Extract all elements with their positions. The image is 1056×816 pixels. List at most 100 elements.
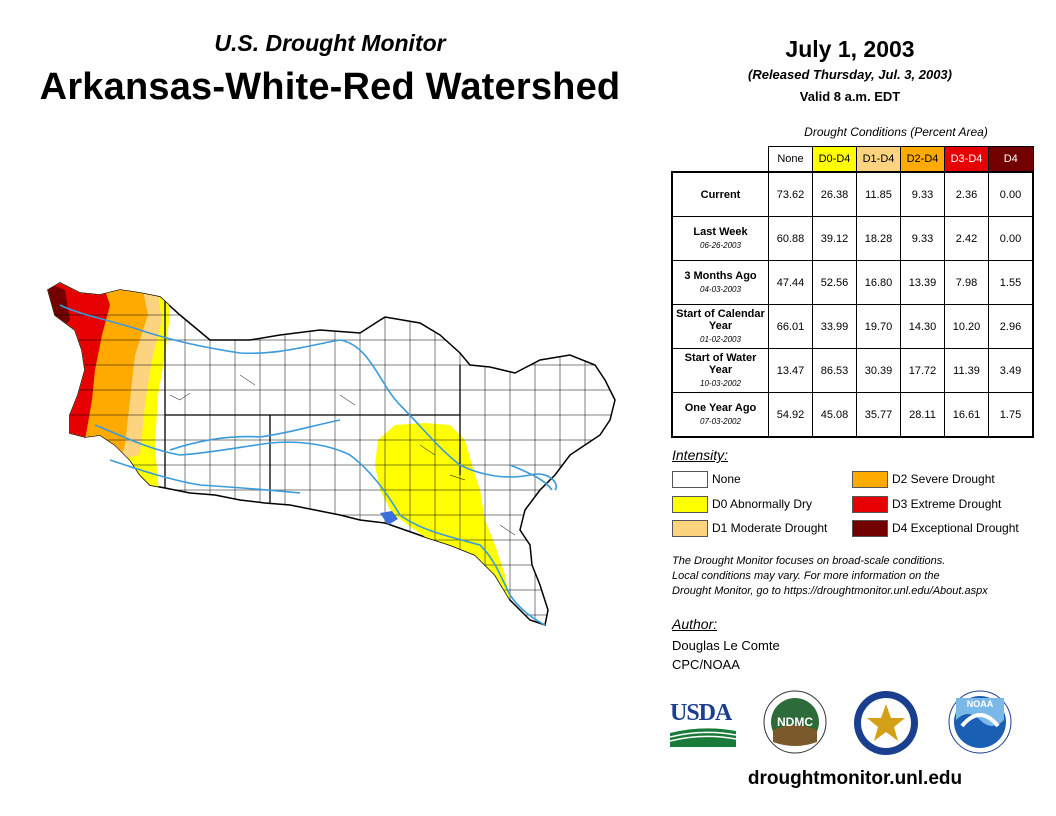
table-cell: 13.47: [768, 348, 813, 393]
table-cell: 26.38: [812, 171, 857, 217]
table-cell: 18.28: [856, 216, 901, 261]
noaa-logo: NOAA: [948, 690, 1012, 754]
table-cell: 0.00: [988, 171, 1034, 217]
legend-swatch-d1: [672, 520, 708, 537]
legend-swatch-d4: [852, 520, 888, 537]
map-date: July 1, 2003: [785, 36, 915, 62]
table-cell: 9.33: [900, 216, 945, 261]
row-label: Current: [700, 188, 741, 201]
watershed-map: [47, 282, 616, 626]
row-date: 06-26-2003: [700, 240, 741, 250]
intensity-label: Intensity:: [672, 447, 729, 463]
row-date: 07-03-2002: [700, 416, 741, 426]
table-cell: 16.61: [944, 392, 989, 438]
table-cell: 45.08: [812, 392, 857, 438]
col-header-none: None: [768, 146, 813, 173]
table-cell: 16.80: [856, 260, 901, 305]
table-cell: 33.99: [812, 304, 857, 349]
usda-swoosh-icon: [669, 728, 737, 747]
author-org: CPC/NOAA: [672, 657, 740, 672]
table-cell: 13.39: [900, 260, 945, 305]
arkansas-river: [59, 304, 557, 491]
table-row: Current 73.62 26.38 11.85 9.33 2.36 0.00: [671, 171, 1034, 217]
row-label: Last Week: [693, 225, 748, 238]
note-line: The Drought Monitor focuses on broad-sca…: [672, 555, 946, 567]
ndmc-logo-text: NDMC: [777, 715, 813, 729]
lake: [380, 511, 398, 525]
col-header-d3-d4: D3-D4: [944, 146, 989, 173]
table-cell: 10.20: [944, 304, 989, 349]
usda-logo: USDA: [669, 700, 738, 750]
table-cell: 7.98: [944, 260, 989, 305]
noaa-logo-text: NOAA: [966, 699, 994, 709]
table-cell: 11.85: [856, 171, 901, 217]
table-cell: 39.12: [812, 216, 857, 261]
author-name: Douglas Le Comte: [672, 638, 780, 653]
cimarron-river: [169, 419, 341, 451]
release-date: (Released Thursday, Jul. 3, 2003): [748, 67, 952, 82]
table-cell: 52.56: [812, 260, 857, 305]
legend-swatch-none: [672, 471, 708, 488]
note-line: Local conditions may vary. For more info…: [672, 570, 940, 582]
legend-label-d2: D2 Severe Drought: [892, 472, 995, 486]
table-cell: 9.33: [900, 171, 945, 217]
table-cell: 2.36: [944, 171, 989, 217]
table-cell: 11.39: [944, 348, 989, 393]
row-label: Start of Water Year: [684, 351, 757, 376]
row-date: 10-03-2002: [700, 378, 741, 388]
table-cell: 3.49: [988, 348, 1034, 393]
table-row: Start of Calendar Year 01-02-2003 66.01 3…: [671, 304, 1034, 349]
row-label: 3 Months Ago: [684, 269, 757, 282]
col-header-d2-d4: D2-D4: [900, 146, 945, 173]
table-row: Last Week 06-26-2003 60.88 39.12 18.28 9.…: [671, 216, 1034, 261]
table-cell: 28.11: [900, 392, 945, 438]
drought-conditions-table: None D0-D4 D1-D4 D2-D4 D3-D4 D4 Current …: [671, 146, 1034, 438]
table-cell: 54.92: [768, 392, 813, 438]
ndmc-seal-icon: [763, 690, 827, 754]
legend-label-d1: D1 Moderate Drought: [712, 521, 828, 535]
table-cell: 19.70: [856, 304, 901, 349]
row-label: Start of Calendar Year: [676, 307, 765, 332]
table-cell: 66.01: [768, 304, 813, 349]
legend-label-d0: D0 Abnormally Dry: [712, 497, 813, 511]
usda-logo-text: USDA: [670, 700, 732, 726]
rivers: [59, 304, 557, 626]
table-cell: 1.55: [988, 260, 1034, 305]
table-cell: 17.72: [900, 348, 945, 393]
legend-label-d3: D3 Extreme Drought: [892, 497, 1002, 511]
table-cell: 14.30: [900, 304, 945, 349]
table-row: 3 Months Ago 04-03-2003 47.44 52.56 16.80…: [671, 260, 1034, 305]
col-header-d4: D4: [988, 146, 1034, 173]
legend-label-d4: D4 Exceptional Drought: [892, 521, 1019, 535]
table-cell: 60.88: [768, 216, 813, 261]
table-cell: 30.39: [856, 348, 901, 393]
col-header-d1-d4: D1-D4: [856, 146, 901, 173]
map-title: Arkansas-White-Red Watershed: [39, 66, 621, 108]
table-row: Start of Water Year 10-03-2002 13.47 86.5…: [671, 348, 1034, 393]
table-cell: 35.77: [856, 392, 901, 438]
legend-swatch-d2: [852, 471, 888, 488]
map-subtitle: U.S. Drought Monitor: [214, 30, 446, 56]
white-river: [509, 464, 553, 491]
note-line: Drought Monitor, go to https://droughtmo…: [672, 585, 988, 597]
website-url: droughtmonitor.unl.edu: [747, 768, 963, 789]
col-header-d0-d4: D0-D4: [812, 146, 857, 173]
valid-time: Valid 8 a.m. EDT: [799, 89, 901, 104]
table-cell: 1.75: [988, 392, 1034, 438]
table-cell: 2.42: [944, 216, 989, 261]
legend-swatch-d3: [852, 496, 888, 513]
ndmc-logo: NDMC: [763, 690, 827, 754]
table-cell: 73.62: [768, 171, 813, 217]
doc-seal-icon: [854, 691, 918, 755]
table-row: One Year Ago 07-03-2002 54.92 45.08 35.77…: [671, 392, 1034, 438]
table-cell: 2.96: [988, 304, 1034, 349]
noaa-seal-icon: [948, 690, 1012, 754]
red-river: [109, 459, 301, 494]
legend-swatch-d0: [672, 496, 708, 513]
table-caption: Drought Conditions (Percent Area): [804, 125, 988, 139]
row-date: 01-02-2003: [700, 334, 741, 344]
row-date: 04-03-2003: [700, 284, 741, 294]
author-label: Author:: [672, 616, 718, 632]
row-label: One Year Ago: [684, 401, 757, 414]
legend-label-none: None: [712, 472, 741, 486]
